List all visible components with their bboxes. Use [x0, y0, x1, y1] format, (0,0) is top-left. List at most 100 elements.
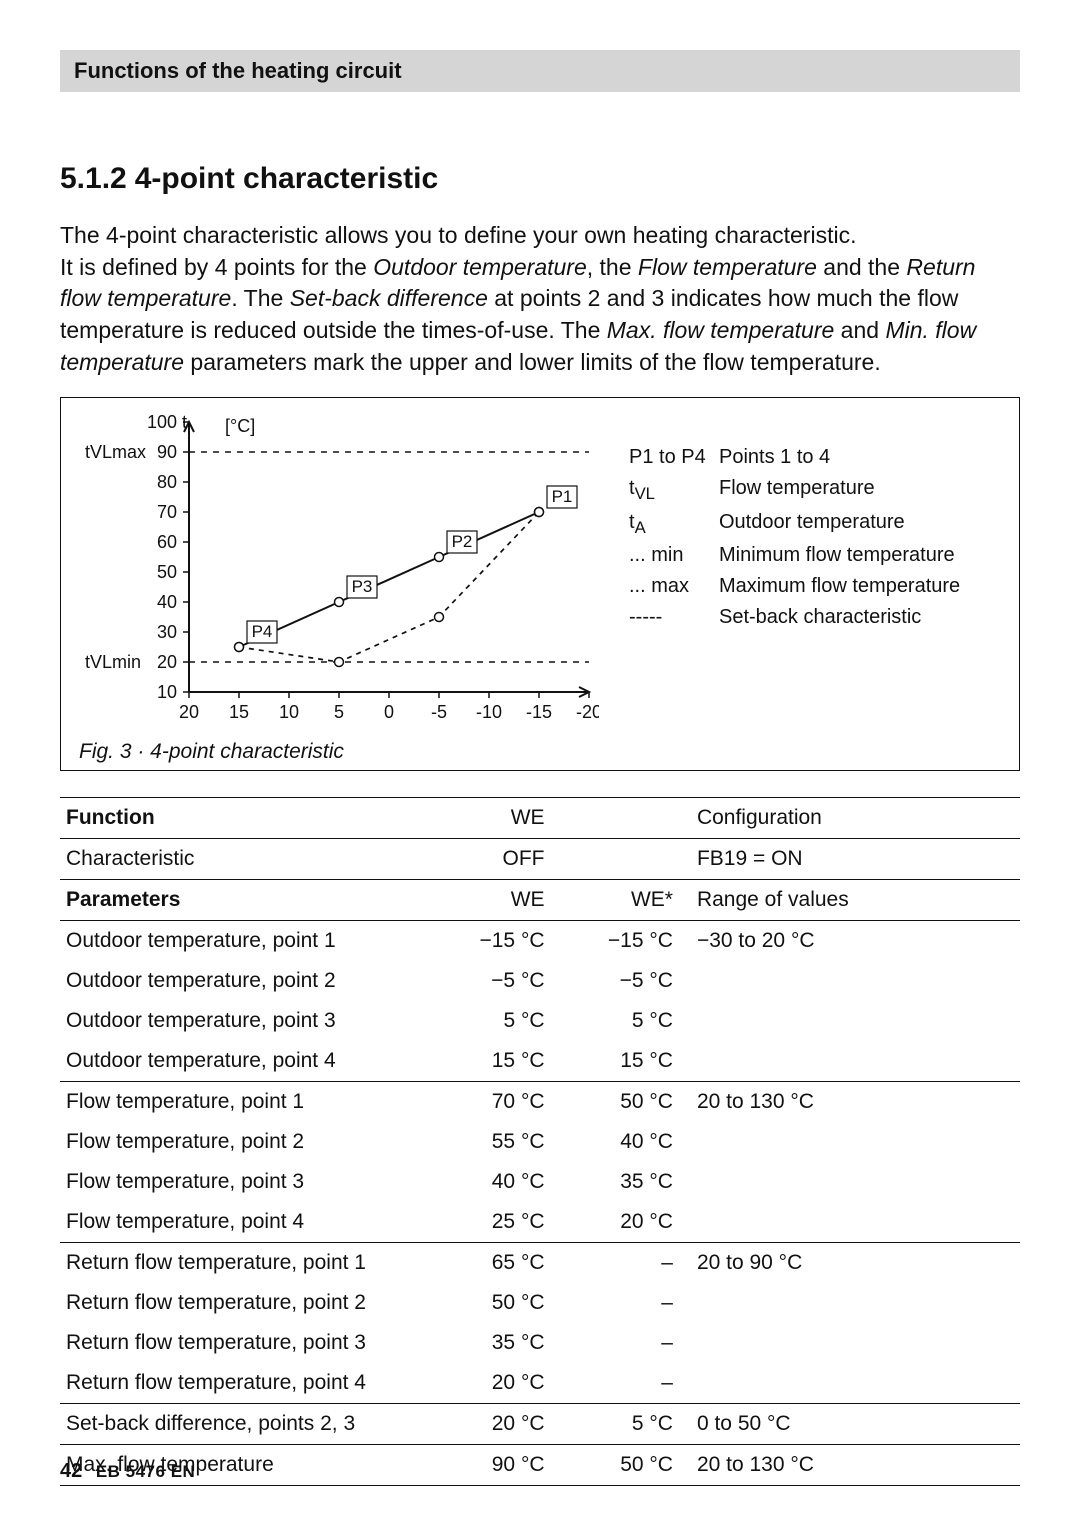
svg-text:70: 70 [157, 502, 177, 522]
table-cell: 40 °C [563, 1122, 691, 1162]
svg-text:t: t [182, 412, 187, 432]
legend-key: tVL [629, 473, 719, 507]
page-number: 42 [60, 1460, 82, 1482]
table-cell [691, 1363, 1020, 1404]
table-cell: Flow temperature, point 4 [60, 1202, 434, 1243]
table-cell: −30 to 20 °C [691, 920, 1020, 961]
table-cell: Set-back difference, points 2, 3 [60, 1403, 434, 1444]
legend-key: ----- [629, 602, 719, 633]
table-cell: Return flow temperature, point 3 [60, 1323, 434, 1363]
legend-desc: Points 1 to 4 [719, 442, 830, 473]
table-cell: 25 °C [434, 1202, 562, 1243]
table-header-cell: WE* [563, 879, 691, 920]
table-cell: 20 °C [434, 1363, 562, 1404]
table-cell [691, 1283, 1020, 1323]
table-cell [691, 1041, 1020, 1082]
legend-desc: Set-back characteristic [719, 602, 921, 633]
svg-text:20: 20 [179, 702, 199, 722]
heading-title: 4-point characteristic [135, 162, 438, 195]
parameters-table: ParametersWEWE*Range of valuesOutdoor te… [60, 879, 1020, 1486]
svg-text:tVLmax: tVLmax [85, 442, 146, 462]
table-cell [691, 1202, 1020, 1243]
table-header-cell: WE [434, 879, 562, 920]
table-cell: −15 °C [434, 920, 562, 961]
svg-text:10: 10 [279, 702, 299, 722]
svg-text:-5: -5 [431, 702, 447, 722]
svg-text:-20: -20 [576, 702, 599, 722]
svg-text:P3: P3 [352, 577, 373, 596]
legend-desc: Maximum flow temperature [719, 571, 960, 602]
figure-caption: Fig. 3 · 4-point characteristic [79, 740, 1001, 764]
table-cell [691, 1323, 1020, 1363]
legend-desc: Flow temperature [719, 473, 875, 507]
svg-text:50: 50 [157, 562, 177, 582]
table-cell: −5 °C [434, 961, 562, 1001]
heading-number: 5.1.2 [60, 162, 127, 195]
table-cell [691, 961, 1020, 1001]
svg-text:40: 40 [157, 592, 177, 612]
legend-desc: Minimum flow temperature [719, 540, 955, 571]
table-cell: 35 °C [434, 1323, 562, 1363]
table-cell: Return flow temperature, point 4 [60, 1363, 434, 1404]
table-header-cell: Function [60, 797, 434, 838]
table-cell: 90 °C [434, 1444, 562, 1485]
table-cell: −5 °C [563, 961, 691, 1001]
table-cell: Outdoor temperature, point 1 [60, 920, 434, 961]
table-cell: Outdoor temperature, point 3 [60, 1001, 434, 1041]
table-cell: 70 °C [434, 1081, 562, 1122]
doc-id: EB 5476 EN [96, 1462, 196, 1481]
table-cell: 20 to 90 °C [691, 1242, 1020, 1283]
legend-row: -----Set-back characteristic [629, 602, 960, 633]
table-cell: 35 °C [563, 1162, 691, 1202]
table-cell [691, 1122, 1020, 1162]
table-header-cell [563, 797, 691, 838]
table-cell: 20 °C [434, 1403, 562, 1444]
section-header: Functions of the heating circuit [60, 50, 1020, 92]
table-cell: 0 to 50 °C [691, 1403, 1020, 1444]
table-cell: – [563, 1242, 691, 1283]
legend-row: tVLFlow temperature [629, 473, 960, 507]
table-cell [691, 1162, 1020, 1202]
legend-row: P1 to P4Points 1 to 4 [629, 442, 960, 473]
legend-row: ... maxMaximum flow temperature [629, 571, 960, 602]
svg-text:100: 100 [147, 412, 177, 432]
table-header-cell: Parameters [60, 879, 434, 920]
svg-text:-15: -15 [526, 702, 552, 722]
table-cell: 15 °C [434, 1041, 562, 1082]
svg-text:5: 5 [334, 702, 344, 722]
table-cell: 65 °C [434, 1242, 562, 1283]
table-cell: Flow temperature, point 2 [60, 1122, 434, 1162]
svg-text:-10: -10 [476, 702, 502, 722]
svg-text:80: 80 [157, 472, 177, 492]
table-cell: – [563, 1283, 691, 1323]
chart-svg: 1020tVLmin30405060708090tVLmax1002015105… [79, 412, 599, 732]
legend-key: P1 to P4 [629, 442, 719, 473]
svg-text:15: 15 [229, 702, 249, 722]
page-footer: 42 EB 5476 EN [60, 1460, 195, 1483]
table-cell: 50 °C [563, 1081, 691, 1122]
legend-key: ... min [629, 540, 719, 571]
table-cell: Outdoor temperature, point 2 [60, 961, 434, 1001]
chart-figure: 1020tVLmin30405060708090tVLmax1002015105… [60, 397, 1020, 771]
table-cell [691, 1001, 1020, 1041]
table-cell: 40 °C [434, 1162, 562, 1202]
table-cell: – [563, 1323, 691, 1363]
table-cell: Characteristic [60, 838, 434, 879]
svg-text:tVLmin: tVLmin [85, 652, 141, 672]
function-table: FunctionWEConfigurationCharacteristicOFF… [60, 797, 1020, 880]
svg-text:30: 30 [157, 622, 177, 642]
heading: 5.1.24-point characteristic [60, 162, 1020, 196]
svg-text:20: 20 [157, 652, 177, 672]
table-cell: Flow temperature, point 3 [60, 1162, 434, 1202]
table-cell: 20 to 130 °C [691, 1081, 1020, 1122]
svg-text:P2: P2 [452, 532, 473, 551]
table-cell: OFF [434, 838, 562, 879]
table-header-cell: WE [434, 797, 562, 838]
chart-legend: P1 to P4Points 1 to 4tVLFlow temperature… [629, 412, 960, 634]
table-cell: 20 to 130 °C [691, 1444, 1020, 1485]
table-cell: Return flow temperature, point 1 [60, 1242, 434, 1283]
legend-row: ... minMinimum flow temperature [629, 540, 960, 571]
svg-text:[°C]: [°C] [225, 416, 255, 436]
intro-paragraph: The 4-point characteristic allows you to… [60, 220, 1020, 379]
table-cell: 50 °C [434, 1283, 562, 1323]
